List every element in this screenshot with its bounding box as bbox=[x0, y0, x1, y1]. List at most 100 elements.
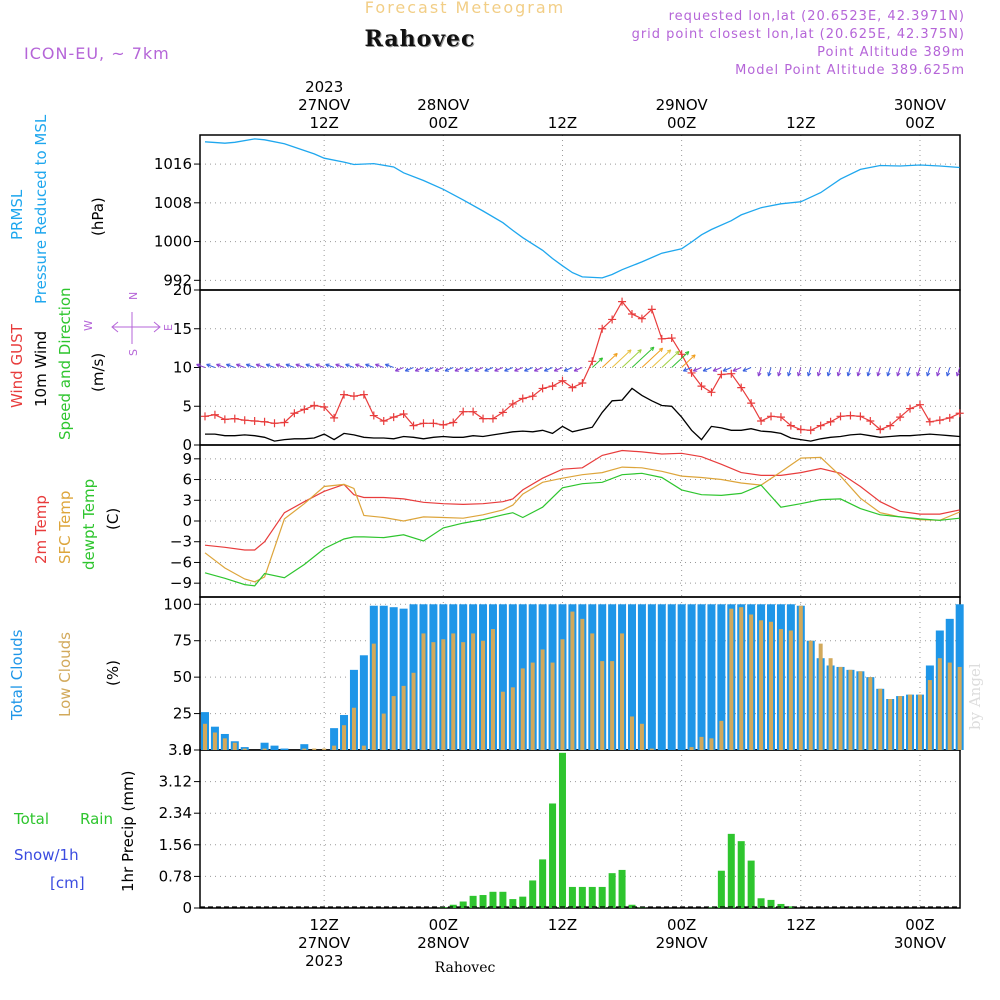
bottom-date-label: 30NOV bbox=[894, 934, 947, 952]
bottom-date-label: 29NOV bbox=[656, 934, 709, 952]
total-clouds-bar bbox=[677, 604, 686, 750]
total-clouds-bar bbox=[399, 608, 408, 750]
total-clouds-legend: Total Clouds bbox=[8, 629, 26, 721]
wind-direction-arrow bbox=[434, 367, 444, 372]
gust-marker bbox=[429, 419, 438, 428]
temp-dewpt-legend: dewpt Temp bbox=[80, 479, 98, 570]
wind-direction-arrow bbox=[651, 349, 672, 368]
total-clouds-bar bbox=[330, 728, 339, 750]
wind-direction-arrow bbox=[315, 363, 325, 368]
low-clouds-bar bbox=[560, 639, 565, 750]
gust-marker bbox=[379, 416, 388, 425]
wind-direction-arrow bbox=[787, 367, 792, 377]
top-date-label: 28NOV bbox=[417, 96, 470, 114]
wind-direction-arrow bbox=[846, 367, 851, 377]
gust-marker bbox=[528, 392, 537, 401]
top-hour-label: 12Z bbox=[548, 114, 577, 132]
total-clouds-bar bbox=[717, 604, 726, 750]
gust-marker bbox=[359, 390, 368, 399]
gust-marker bbox=[220, 415, 229, 424]
wind-direction-arrow bbox=[394, 367, 404, 372]
y-tick-label: 0 bbox=[182, 899, 192, 917]
wind-direction-arrow bbox=[245, 363, 255, 368]
wind-direction-arrow bbox=[514, 367, 523, 372]
rain-bar bbox=[539, 859, 547, 908]
bottom-date-label: 27NOV bbox=[298, 934, 351, 952]
low-clouds-bar bbox=[421, 633, 426, 750]
gust-marker bbox=[806, 426, 815, 435]
wind-direction-arrow bbox=[661, 350, 680, 368]
y-tick-label: 1016 bbox=[154, 155, 192, 173]
wind-direction-arrow bbox=[631, 346, 655, 368]
y-tick-label: 0 bbox=[182, 512, 192, 530]
wind-direction-arrow bbox=[767, 367, 772, 377]
low-clouds-bar bbox=[461, 642, 466, 750]
low-clouds-bar bbox=[312, 748, 317, 750]
wind-direction-arrow bbox=[414, 367, 424, 372]
compass-north: N bbox=[127, 292, 140, 300]
pressure-title-label: PRMSL bbox=[8, 189, 26, 240]
low-clouds-bar bbox=[481, 640, 486, 750]
gust-marker bbox=[697, 382, 706, 391]
wind-direction-legend: Speed and Direction bbox=[56, 287, 74, 440]
low-clouds-bar bbox=[212, 732, 217, 750]
wind-direction-arrow bbox=[325, 363, 335, 368]
compass-east: E bbox=[162, 324, 175, 331]
gust-marker bbox=[578, 379, 587, 387]
rain-bar bbox=[787, 906, 795, 908]
gust-marker bbox=[498, 408, 507, 417]
gust-marker bbox=[240, 416, 249, 425]
rain-bar bbox=[459, 901, 467, 908]
rain-bar bbox=[628, 904, 636, 908]
gust-marker bbox=[915, 400, 924, 409]
wind-direction-arrow bbox=[225, 363, 235, 368]
wind-direction-arrow bbox=[742, 367, 752, 372]
wind-direction-arrow bbox=[295, 363, 305, 368]
y-tick-label: 25 bbox=[173, 705, 192, 723]
gust-marker bbox=[886, 421, 895, 430]
y-tick-label: 20 bbox=[173, 281, 192, 299]
low-clouds-bar bbox=[570, 611, 575, 750]
y-tick-label: 3.9 bbox=[168, 741, 192, 759]
model-label: ICON-EU, ~ 7km bbox=[24, 44, 170, 63]
low-clouds-bar bbox=[808, 640, 813, 750]
y-tick-label: 0 bbox=[182, 741, 192, 759]
low-clouds-bar bbox=[302, 748, 307, 750]
wind-direction-arrow bbox=[474, 367, 484, 372]
gust-marker bbox=[876, 425, 885, 434]
top-hour-label: 12Z bbox=[786, 114, 815, 132]
gust-marker bbox=[260, 417, 269, 426]
wind-direction-arrow bbox=[692, 367, 702, 372]
low-clouds-bar bbox=[232, 742, 237, 750]
low-clouds-bar bbox=[451, 633, 456, 750]
gust-marker bbox=[906, 404, 915, 413]
wind-direction-arrow bbox=[384, 363, 394, 368]
rain-bar bbox=[499, 891, 507, 908]
low-clouds-bar bbox=[769, 621, 774, 750]
wind-direction-arrow bbox=[216, 363, 226, 368]
rain-bar bbox=[578, 886, 586, 908]
pressure-unit-label: (hPa) bbox=[89, 197, 107, 236]
gust-marker bbox=[349, 392, 358, 401]
forecast-title: Forecast Meteogram bbox=[364, 0, 566, 17]
wind-unit-label: (m/s) bbox=[89, 353, 107, 392]
wind-direction-arrow bbox=[494, 367, 504, 372]
gust-marker bbox=[925, 417, 934, 426]
wind-direction-arrow bbox=[611, 349, 632, 368]
gust-marker bbox=[767, 412, 776, 421]
rain-bar bbox=[777, 903, 785, 908]
low-clouds-bar bbox=[759, 620, 764, 750]
low-clouds-bar bbox=[580, 618, 585, 750]
low-clouds-bar bbox=[490, 629, 495, 750]
clouds-unit-label: (%) bbox=[104, 660, 122, 686]
low-clouds-bar bbox=[828, 658, 833, 750]
wind-direction-arrow bbox=[524, 367, 533, 372]
y-tick-label: 2.34 bbox=[159, 804, 192, 822]
wind-direction-arrow bbox=[886, 367, 891, 377]
rain-bar bbox=[757, 898, 765, 908]
y-tick-label: 6 bbox=[182, 471, 192, 489]
top-year-label: 2023 bbox=[305, 78, 343, 96]
wind-direction-arrow bbox=[464, 367, 474, 372]
low-clouds-bar bbox=[729, 608, 734, 750]
wind-direction-arrow bbox=[936, 367, 941, 377]
